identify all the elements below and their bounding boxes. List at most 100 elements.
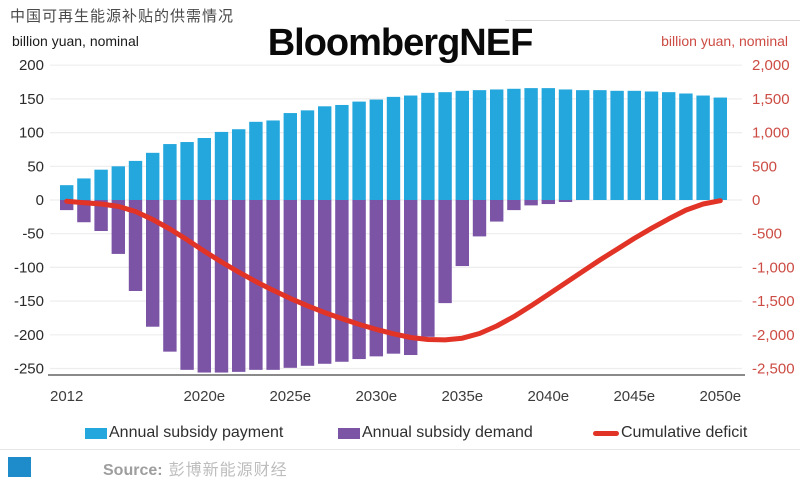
right-axis-tick: 0	[752, 192, 760, 209]
deficit-line-swatch-icon	[593, 430, 619, 436]
right-axis-tick: 1,500	[752, 91, 790, 108]
bar-annual-subsidy-demand	[77, 200, 91, 223]
bar-annual-subsidy-payment	[163, 144, 177, 200]
source-footer: Source: 彭博新能源财经	[0, 449, 800, 484]
bar-annual-subsidy-payment	[558, 89, 573, 200]
x-axis-tick: 2045e	[613, 388, 655, 405]
bar-annual-subsidy-payment	[128, 160, 143, 200]
bar-annual-subsidy-demand	[404, 200, 418, 356]
left-axis-tick: 150	[19, 91, 44, 108]
bar-annual-subsidy-payment	[524, 88, 538, 200]
bar-annual-subsidy-payment	[507, 88, 521, 200]
payment-swatch-icon	[85, 427, 107, 439]
bar-annual-subsidy-demand	[94, 200, 108, 232]
publisher-logo-icon	[8, 457, 31, 477]
legend-label-deficit: Cumulative deficit	[621, 424, 748, 441]
source-name: 彭博新能源财经	[168, 462, 288, 479]
bar-annual-subsidy-demand	[214, 200, 229, 373]
bar-annual-subsidy-payment	[576, 90, 590, 200]
bar-annual-subsidy-demand	[180, 200, 194, 370]
x-axis-tick: 2035e	[441, 388, 483, 405]
bar-annual-subsidy-payment	[644, 91, 659, 200]
right-axis-title: billion yuan, nominal	[661, 33, 788, 49]
left-axis-tick: 50	[27, 158, 44, 175]
bar-annual-subsidy-payment	[60, 185, 74, 200]
left-axis-tick: -100	[14, 259, 44, 276]
bar-annual-subsidy-payment	[352, 101, 366, 200]
source-label: Source:	[103, 462, 163, 479]
bar-annual-subsidy-payment	[283, 113, 297, 200]
left-axis-tick: -200	[14, 327, 44, 344]
x-axis-tick: 2025e	[269, 388, 311, 405]
left-axis-tick: -150	[14, 293, 44, 310]
bar-annual-subsidy-payment	[713, 97, 727, 200]
page-title: 中国可再生能源补贴的供需情况	[10, 8, 235, 25]
bar-annual-subsidy-payment	[232, 129, 246, 200]
bar-annual-subsidy-payment	[266, 120, 280, 200]
right-axis-tick: 2,000	[752, 57, 790, 74]
left-axis-tick: 100	[19, 125, 44, 142]
x-axis-tick: 2020e	[183, 388, 225, 405]
left-axis-tick: -250	[14, 361, 44, 378]
plot-area: 200 2,000 150 1,500 100 1,000 50 500 0 0 -50 -500 -1…	[14, 57, 795, 405]
bar-annual-subsidy-payment	[77, 178, 91, 200]
bar-annual-subsidy-payment	[593, 90, 607, 200]
left-axis-tick: 200	[19, 57, 44, 74]
bar-annual-subsidy-payment	[369, 99, 383, 200]
chart-svg: 200 2,000 150 1,500 100 1,000 50 500 0 0 -50 -500 -1…	[14, 57, 795, 405]
right-axis-tick: 1,000	[752, 125, 790, 142]
bar-annual-subsidy-payment	[386, 96, 401, 200]
bar-annual-subsidy-payment	[662, 92, 676, 200]
legend-item-demand: Annual subsidy demand	[338, 422, 533, 444]
bar-annual-subsidy-demand	[369, 200, 383, 357]
bar-annual-subsidy-payment	[610, 90, 624, 200]
bar-annual-subsidy-demand	[146, 200, 160, 327]
bar-annual-subsidy-demand	[507, 200, 521, 211]
bar-annual-subsidy-payment	[490, 89, 504, 200]
bar-annual-subsidy-demand	[335, 200, 349, 362]
bar-annual-subsidy-payment	[541, 88, 555, 200]
bar-annual-subsidy-demand	[128, 200, 143, 291]
bar-annual-subsidy-demand	[541, 200, 555, 205]
bar-annual-subsidy-demand	[558, 200, 573, 203]
bar-annual-subsidy-demand	[197, 200, 211, 373]
legend-item-deficit: Cumulative deficit	[593, 422, 747, 444]
bar-annual-subsidy-payment	[300, 110, 315, 200]
bar-annual-subsidy-payment	[335, 104, 349, 200]
legend-label-demand: Annual subsidy demand	[362, 424, 533, 441]
bloombergnef-watermark: BloombergNEF	[267, 22, 534, 64]
bar-annual-subsidy-payment	[94, 169, 108, 200]
bar-annual-subsidy-payment	[249, 121, 263, 200]
cumulative-deficit-line	[64, 198, 723, 343]
bar-annual-subsidy-payment	[197, 137, 211, 200]
bar-annual-subsidy-payment	[627, 90, 641, 200]
bar-annual-subsidy-demand	[490, 200, 504, 222]
source-line: Source: 彭博新能源财经	[103, 456, 288, 480]
bar-annual-subsidy-demand	[111, 200, 125, 254]
right-axis-tick: -500	[752, 226, 782, 243]
header-rule	[505, 20, 800, 21]
bar-annual-subsidy-payment	[404, 95, 418, 200]
bar-annual-subsidy-payment	[438, 92, 452, 200]
bar-annual-subsidy-demand	[438, 200, 452, 304]
right-axis-tick: -1,500	[752, 293, 795, 310]
bar-annual-subsidy-payment	[472, 90, 487, 200]
bar-annual-subsidy-demand	[300, 200, 315, 366]
bar-annual-subsidy-demand	[386, 200, 401, 354]
bar-annual-subsidy-payment	[180, 142, 194, 200]
bar-annual-subsidy-demand	[232, 200, 246, 372]
bar-annual-subsidy-demand	[163, 200, 177, 352]
left-axis-tick: 0	[36, 192, 44, 209]
right-axis-tick: -2,500	[752, 361, 795, 378]
bar-annual-subsidy-payment	[696, 95, 710, 200]
bar-annual-subsidy-demand	[266, 200, 280, 370]
bar-annual-subsidy-payment	[455, 90, 469, 200]
bar-annual-subsidy-demand	[249, 200, 263, 370]
bar-annual-subsidy-demand	[352, 200, 366, 360]
chart-legend: Annual subsidy payment Annual subsidy de…	[0, 422, 800, 444]
bar-annual-subsidy-demand	[455, 200, 469, 267]
right-axis-tick: -1,000	[752, 259, 795, 276]
bar-annual-subsidy-demand	[421, 200, 435, 337]
bar-annual-subsidy-demand	[283, 200, 297, 368]
